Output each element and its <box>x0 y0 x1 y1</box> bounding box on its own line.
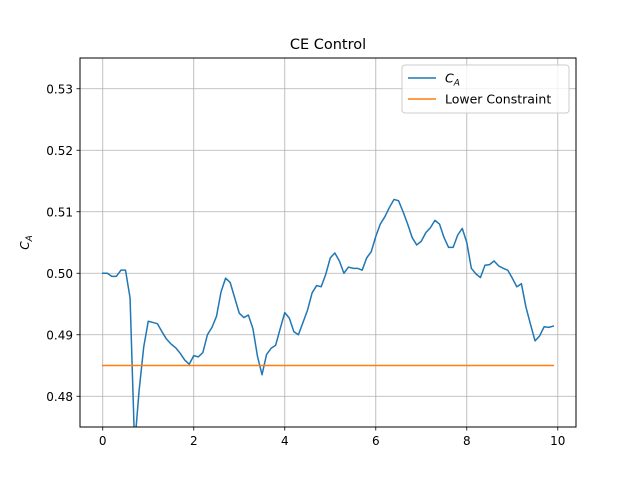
legend-label-ca-subscript: A <box>453 79 460 89</box>
plot-area <box>79 57 577 428</box>
legend-box <box>401 64 570 114</box>
grid <box>80 58 576 427</box>
y-tick-label: 0.53 <box>46 82 73 96</box>
x-tick-label: 8 <box>463 434 471 448</box>
y-tick-label: 0.52 <box>46 144 73 158</box>
legend-label-lower-constraint: Lower Constraint <box>445 92 551 107</box>
axes-frame <box>79 57 577 428</box>
y-tick-label: 0.50 <box>46 267 73 281</box>
x-tick-label: 0 <box>99 434 107 448</box>
x-tick-label: 2 <box>190 434 198 448</box>
y-axis-label: CA <box>18 235 35 250</box>
legend: CA Lower Constraint <box>401 64 570 114</box>
series-layer <box>102 198 555 427</box>
legend-label-ca: CA <box>445 71 460 89</box>
y-tick-label: 0.51 <box>46 205 73 219</box>
legend-label-ca-base: C <box>445 71 454 86</box>
y-axis: 0.48 0.49 0.50 0.51 0.52 0.53 <box>46 82 80 404</box>
x-tick-label: 10 <box>550 434 565 448</box>
y-axis-label-base: C <box>18 241 32 250</box>
y-tick-label: 0.49 <box>46 328 73 342</box>
series-clip-group <box>102 198 555 427</box>
y-tick-label: 0.48 <box>46 390 73 404</box>
chart-title: CE Control <box>290 37 366 53</box>
x-tick-label: 4 <box>281 434 289 448</box>
x-tick-label: 6 <box>372 434 380 448</box>
series-line-ca <box>102 198 555 427</box>
y-axis-label-subscript: A <box>25 235 35 242</box>
x-axis: 0 2 4 6 8 10 <box>99 427 565 448</box>
